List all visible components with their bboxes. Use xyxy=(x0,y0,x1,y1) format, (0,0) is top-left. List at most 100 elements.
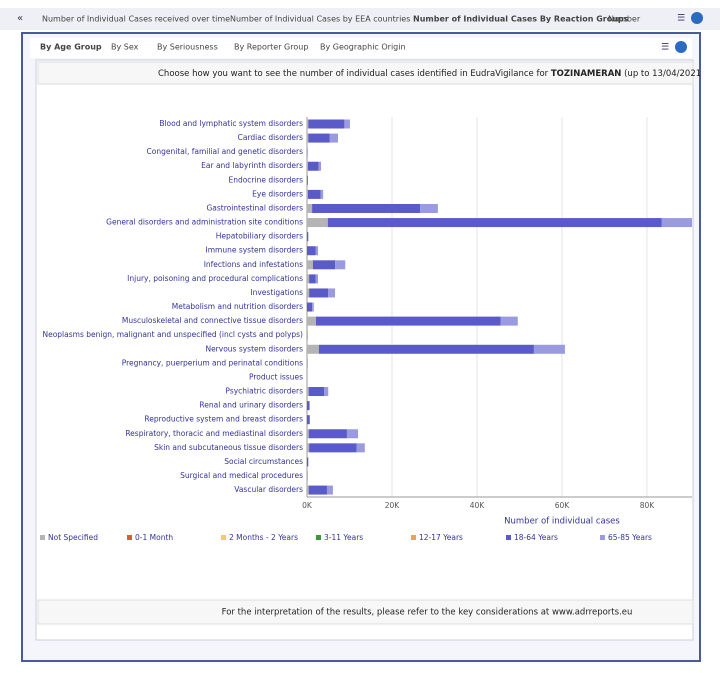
bar-segment xyxy=(307,246,315,255)
bar-segment xyxy=(309,387,324,396)
tab[interactable]: Number xyxy=(608,15,641,24)
bar-segment xyxy=(357,443,365,452)
bar-segment xyxy=(307,443,309,452)
help-icon-top[interactable] xyxy=(691,12,703,24)
subtab[interactable]: By Sex xyxy=(111,43,139,52)
bar-segment xyxy=(307,274,309,283)
legend-label: 18-64 Years xyxy=(514,533,558,542)
category-label: Social circumstances xyxy=(224,457,303,466)
bar-segment xyxy=(319,345,534,354)
legend-label: 12-17 Years xyxy=(419,533,463,542)
category-label: Blood and lymphatic system disorders xyxy=(159,119,303,128)
tab[interactable]: Number of Individual Cases By Reaction G… xyxy=(413,15,629,24)
legend-label: Not Specified xyxy=(48,533,98,542)
bar-segment xyxy=(307,486,309,495)
bar-segment xyxy=(327,486,333,495)
menu-icon-top[interactable]: ☰ xyxy=(677,14,685,24)
subtab[interactable]: By Seriousness xyxy=(157,43,218,52)
legend-swatch xyxy=(506,535,511,540)
bar-segment xyxy=(321,190,324,199)
category-label: Musculoskeletal and connective tissue di… xyxy=(122,316,303,325)
category-label: Investigations xyxy=(250,288,303,297)
legend-swatch xyxy=(411,535,416,540)
bar-segment xyxy=(328,218,662,227)
help-icon[interactable] xyxy=(675,41,687,53)
category-label: Renal and urinary disorders xyxy=(199,401,303,410)
bar-segment xyxy=(313,260,335,269)
bar-segment xyxy=(308,134,329,143)
bar-segment xyxy=(312,204,420,213)
bar-segment xyxy=(307,317,316,326)
bar-segment xyxy=(307,387,309,396)
tab[interactable]: Number of Individual Cases received over… xyxy=(42,15,230,24)
category-label: Congenital, familial and genetic disorde… xyxy=(147,147,304,156)
bar-segment xyxy=(347,429,358,438)
header-lead: Choose how you want to see the number of… xyxy=(158,69,549,79)
category-label: Metabolism and nutrition disorders xyxy=(172,302,303,311)
bar-segment xyxy=(309,401,310,410)
bar-segment xyxy=(307,134,308,143)
bar-segment xyxy=(308,162,319,171)
bar-segment xyxy=(309,486,327,495)
menu-icon[interactable]: ☰ xyxy=(661,43,669,53)
bar-segment xyxy=(307,204,312,213)
legend-swatch xyxy=(221,535,226,540)
subtab[interactable]: By Geographic Origin xyxy=(320,43,406,52)
legend-label: 3-11 Years xyxy=(324,533,363,542)
legend-swatch xyxy=(40,535,45,540)
category-label: Eye disorders xyxy=(252,189,303,198)
category-label: Endocrine disorders xyxy=(228,175,303,184)
category-label: Vascular disorders xyxy=(234,485,303,494)
bar-segment xyxy=(307,401,309,410)
footer-text: For the interpretation of the results, p… xyxy=(222,608,633,618)
bar-segment xyxy=(307,218,328,227)
subtab[interactable]: By Reporter Group xyxy=(234,43,308,52)
bar-segment xyxy=(344,120,350,129)
tab[interactable]: Number of Individual Cases by EEA countr… xyxy=(230,15,410,24)
category-label: Psychiatric disorders xyxy=(225,387,303,396)
bar-segment xyxy=(307,288,309,297)
bar-segment xyxy=(315,274,318,283)
bar-segment xyxy=(307,176,308,185)
scroll-left[interactable]: « xyxy=(17,13,23,24)
x-tick-label: 60K xyxy=(555,501,571,510)
bar-segment xyxy=(307,260,313,269)
x-axis-title: Number of individual cases xyxy=(504,517,620,527)
bar-segment xyxy=(307,303,312,312)
category-label: Hepatobiliary disorders xyxy=(216,232,303,241)
bar-segment xyxy=(312,303,314,312)
category-label: Nervous system disorders xyxy=(205,344,303,353)
bar-segment xyxy=(315,246,318,255)
category-label: Surgical and medical procedures xyxy=(180,471,303,480)
bar-segment xyxy=(307,457,308,466)
category-label: Infections and infestations xyxy=(204,260,303,269)
category-label: Reproductive system and breast disorders xyxy=(144,415,303,424)
bar-segment xyxy=(330,134,338,143)
bar-segment xyxy=(335,260,345,269)
bar-segment xyxy=(307,429,309,438)
bar-segment xyxy=(307,120,308,129)
x-tick-label: 40K xyxy=(470,501,486,510)
subtab[interactable]: By Age Group xyxy=(40,43,102,52)
category-label: Pregnancy, puerperium and perinatal cond… xyxy=(122,358,303,367)
legend-label: 2 Months - 2 Years xyxy=(229,533,298,542)
category-label: Product issues xyxy=(249,372,303,381)
bar-segment xyxy=(662,218,692,227)
bar-segment xyxy=(420,204,438,213)
bar-segment xyxy=(316,317,501,326)
bar-segment xyxy=(328,288,335,297)
category-label: Injury, poisoning and procedural complic… xyxy=(127,274,303,283)
bar-segment xyxy=(309,429,347,438)
bar-segment xyxy=(307,345,319,354)
bar-segment xyxy=(501,317,518,326)
legend-swatch xyxy=(600,535,605,540)
category-label: Gastrointestinal disorders xyxy=(206,203,303,212)
header-product: TOZINAMERAN xyxy=(551,69,622,79)
bar-segment xyxy=(307,415,310,424)
category-label: Cardiac disorders xyxy=(238,133,303,142)
bar-segment xyxy=(534,345,565,354)
bar-segment xyxy=(318,162,321,171)
bar-segment xyxy=(308,120,344,129)
category-label: Immune system disorders xyxy=(206,246,304,255)
